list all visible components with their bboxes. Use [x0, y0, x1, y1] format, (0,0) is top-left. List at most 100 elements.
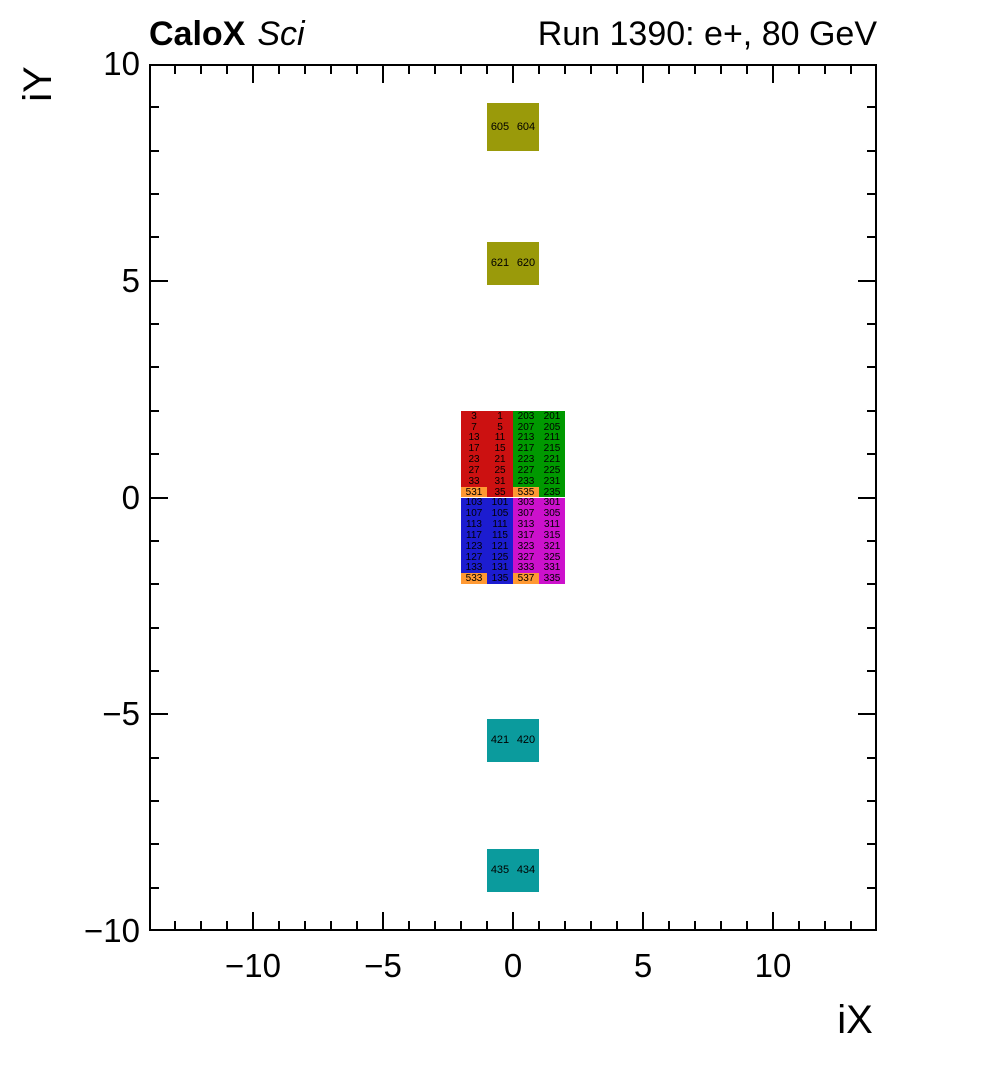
y-axis-tick: [867, 539, 875, 542]
cell: 213: [513, 432, 539, 444]
x-axis-tick: [720, 66, 722, 74]
x-axis-tick: [434, 66, 436, 74]
cell-label: 620: [516, 257, 536, 270]
y-axis-tick: [867, 453, 875, 456]
x-axis-tick: [590, 921, 592, 929]
y-axis-tick: [867, 756, 875, 759]
cell: 225: [539, 464, 565, 476]
x-axis-tick: [434, 921, 436, 929]
cell: 321: [539, 540, 565, 552]
subsystem-name: Sci: [257, 15, 305, 53]
x-axis-tick: [408, 921, 410, 929]
x-tick-label: −5: [364, 947, 402, 984]
y-axis-tick: [151, 453, 159, 456]
cell-label: 604: [516, 120, 536, 133]
cell: 203: [513, 410, 539, 422]
x-axis-tick: [564, 921, 566, 929]
cell: 205: [539, 421, 565, 433]
cell: 11: [487, 432, 513, 444]
cell: 25: [487, 464, 513, 476]
y-axis-tick: [867, 409, 875, 412]
y-axis-tick: [151, 799, 159, 802]
x-axis-tick: [278, 921, 280, 929]
x-axis-tick: [850, 66, 852, 74]
cell-label: 435: [490, 864, 510, 877]
plot-title-left: CaloX Sci: [149, 14, 305, 54]
y-axis-tick: [858, 496, 875, 499]
x-axis-tick: [252, 912, 254, 929]
x-axis-tick: [174, 921, 176, 929]
x-axis-tick: [356, 921, 358, 929]
x-axis-tick: [200, 66, 202, 74]
y-axis-tick: [867, 583, 875, 586]
y-axis-tick: [867, 843, 875, 846]
cell: 201: [539, 410, 565, 422]
y-tick-label: −5: [102, 695, 140, 733]
cell: 217: [513, 443, 539, 455]
cell: 311: [539, 519, 565, 530]
x-axis-tick: [772, 912, 774, 929]
x-tick-label: 5: [633, 947, 653, 984]
x-axis-tick: [798, 921, 800, 929]
cell: 121: [487, 540, 513, 552]
y-axis-tick: [151, 583, 159, 586]
cell-label: 434: [516, 864, 536, 877]
x-axis-tick: [746, 66, 748, 74]
y-axis-tick: [867, 193, 875, 196]
y-axis-tick: [151, 539, 159, 542]
cell: 317: [513, 530, 539, 541]
cell: 21: [487, 454, 513, 465]
x-tick-label: 0: [503, 947, 523, 984]
y-axis-tick: [867, 669, 875, 672]
x-axis-tick: [512, 912, 514, 929]
cell: 227: [513, 464, 539, 476]
x-axis-tick: [538, 921, 540, 929]
y-axis-tick: [151, 843, 159, 846]
cell: 303: [513, 497, 539, 509]
y-axis-tick: [151, 886, 159, 889]
cell-label: 420: [516, 734, 536, 747]
cell: 1: [487, 410, 513, 422]
cell: 115: [487, 530, 513, 541]
x-axis-tick: [798, 66, 800, 74]
x-axis-tick: [460, 66, 462, 74]
x-axis-tick: [668, 66, 670, 74]
x-axis-tick: [278, 66, 280, 74]
experiment-name: CaloX: [149, 15, 246, 53]
cell: 101: [487, 497, 513, 509]
cell: 333: [513, 562, 539, 574]
cell: 307: [513, 508, 539, 520]
y-axis-tick: [151, 323, 159, 326]
cell: 131: [487, 562, 513, 574]
x-axis-tick: [304, 66, 306, 74]
cell: 235: [539, 486, 565, 498]
cell: 531: [461, 486, 487, 498]
x-axis-tick: [252, 66, 254, 83]
x-axis-tick: [668, 921, 670, 929]
cell-label: 605: [490, 120, 510, 133]
x-axis-tick: [824, 921, 826, 929]
x-axis-tick: [356, 66, 358, 74]
cell: 31: [487, 475, 513, 487]
x-axis-tick: [408, 66, 410, 74]
cell: 33: [461, 475, 487, 487]
y-axis-tick: [151, 149, 159, 152]
cell: 421 420: [487, 718, 539, 762]
y-axis-tick: [151, 193, 159, 196]
cell-label: 621: [490, 257, 510, 270]
cell: 117: [461, 530, 487, 541]
cell: 215: [539, 443, 565, 455]
cell: 231: [539, 475, 565, 487]
y-tick-label: −10: [84, 912, 140, 949]
y-tick-label: 10: [103, 45, 140, 82]
y-axis-tick: [151, 106, 159, 109]
y-axis-tick: [867, 106, 875, 109]
y-axis-title: iY: [15, 66, 60, 102]
x-axis-tick: [486, 66, 488, 74]
cell: 207: [513, 421, 539, 433]
x-axis-tick: [330, 66, 332, 74]
x-axis-tick: [616, 66, 618, 74]
x-axis-tick: [590, 66, 592, 74]
cell: 113: [461, 519, 487, 530]
x-axis-tick: [746, 921, 748, 929]
